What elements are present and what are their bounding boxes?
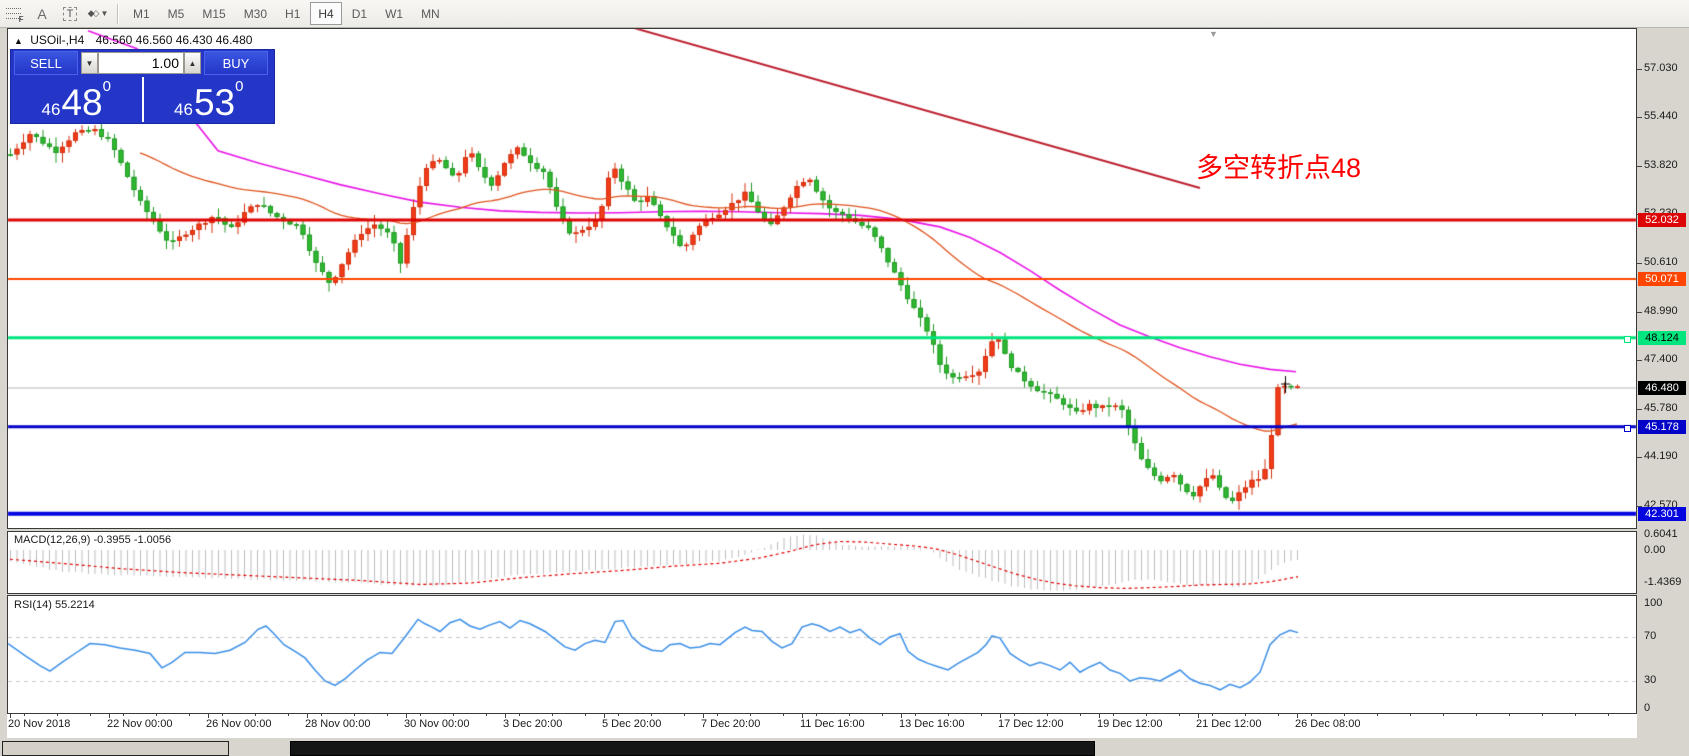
sell-price-small: 46 xyxy=(41,100,61,119)
timeframe-button-m15[interactable]: M15 xyxy=(202,6,226,21)
arrows-icon: ◆◇ xyxy=(87,8,100,18)
buy-price-big: 53 xyxy=(193,81,236,123)
chart-shift-marker-icon[interactable]: ▼ xyxy=(1209,29,1218,39)
collapse-arrow-icon[interactable]: ▲ xyxy=(14,36,23,46)
volume-decrease-button[interactable]: ▼ xyxy=(81,52,98,74)
macd-label: MACD(12,26,9) -0.3955 -1.0056 xyxy=(14,534,172,546)
label-icon: A xyxy=(37,5,47,22)
chevron-down-icon: ▼ xyxy=(85,58,94,68)
timeframe-button-m5[interactable]: M5 xyxy=(167,6,185,21)
timeframe-button-m1[interactable]: M1 xyxy=(133,6,150,21)
toolbar: F A T ◆◇ ▼ M1 M5 M15 M30 H1 H4 D1 W1 MN xyxy=(0,0,1689,28)
chart-annotation-text: 多空转折点48 xyxy=(1196,153,1362,183)
toolbar-separator xyxy=(117,3,119,24)
timeframe-button-m30[interactable]: M30 xyxy=(243,6,268,21)
buy-price-sup: 0 xyxy=(235,78,244,95)
rsi-label: RSI(14) 55.2214 xyxy=(14,599,95,611)
buy-button[interactable]: BUY xyxy=(204,51,268,75)
text-icon: T xyxy=(62,6,78,21)
fibonacci-tool-button[interactable]: F xyxy=(1,2,27,26)
timeframe-button-h4[interactable]: H4 xyxy=(310,2,342,25)
timeframe-button-h1[interactable]: H1 xyxy=(285,6,301,21)
chevron-up-icon: ▲ xyxy=(188,58,197,68)
bottom-strip xyxy=(0,738,1689,756)
sell-price-big: 48 xyxy=(61,81,103,123)
macd-canvas[interactable] xyxy=(0,530,1689,594)
one-click-trading-panel: SELL ▼ ▲ BUY 46 48 0 46 53 0 xyxy=(10,49,275,124)
bottom-window-fragment-left xyxy=(2,741,229,756)
chart-title: ▲ USOil-,H4 46.560 46.560 46.430 46.480 xyxy=(14,33,252,47)
sell-price-sup: 0 xyxy=(102,78,111,95)
buy-price-small: 46 xyxy=(174,100,193,119)
buy-price-button[interactable]: 46 53 0 xyxy=(144,77,275,122)
time-axis[interactable] xyxy=(7,714,1637,738)
volume-increase-button[interactable]: ▲ xyxy=(184,52,201,74)
timeframe-button-d1[interactable]: D1 xyxy=(351,6,368,21)
arrows-tool-button[interactable]: ◆◇ ▼ xyxy=(85,2,111,26)
fibonacci-icon: F xyxy=(5,6,24,24)
text-tool-button[interactable]: T xyxy=(57,2,83,26)
label-tool-button[interactable]: A xyxy=(29,2,55,26)
chevron-down-icon: ▼ xyxy=(100,9,109,18)
rsi-canvas[interactable] xyxy=(0,594,1689,714)
timeframe-buttons: M1 M5 M15 M30 H1 H4 D1 W1 MN xyxy=(124,2,449,25)
symbol-period-label: USOil-,H4 xyxy=(30,33,85,47)
main-chart-canvas[interactable] xyxy=(0,28,1689,529)
sell-price-button[interactable]: 46 48 0 xyxy=(11,77,144,122)
volume-input[interactable] xyxy=(98,52,184,74)
timeframe-button-mn[interactable]: MN xyxy=(421,6,440,21)
timeframe-button-w1[interactable]: W1 xyxy=(385,6,404,21)
sell-button[interactable]: SELL xyxy=(14,51,78,75)
ohlc-quotes: 46.560 46.560 46.430 46.480 xyxy=(95,33,253,47)
bottom-window-fragment-right xyxy=(290,741,1095,756)
